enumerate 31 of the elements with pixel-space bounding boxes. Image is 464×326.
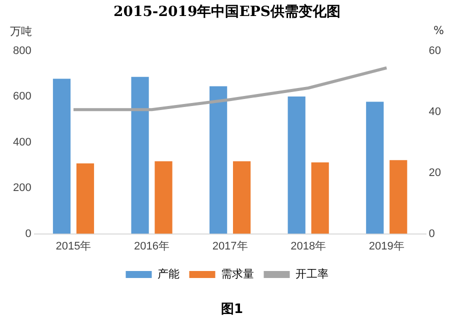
y2-tick-label: 20 bbox=[428, 166, 442, 179]
x-tick-label: 2019年 bbox=[368, 240, 404, 252]
y2-tick-label: 60 bbox=[428, 44, 442, 57]
bar bbox=[210, 86, 228, 234]
chart-title: 2015-2019年中国EPS供需变化图 bbox=[113, 3, 341, 20]
x-tick-label: 2015年 bbox=[56, 240, 92, 252]
caption: 图1 bbox=[220, 301, 244, 318]
y-tick-label: 200 bbox=[12, 182, 32, 194]
x-tick-label: 2016年 bbox=[134, 240, 170, 252]
y2-axis-title: % bbox=[434, 24, 444, 37]
bar bbox=[390, 160, 408, 234]
bar bbox=[288, 96, 306, 234]
legend-label: 需求量 bbox=[220, 268, 254, 281]
x-tick-label: 2017年 bbox=[212, 240, 248, 252]
bar bbox=[311, 162, 329, 234]
y-tick-label: 0 bbox=[25, 228, 32, 240]
legend-label: 开工率 bbox=[295, 268, 328, 281]
bar bbox=[154, 161, 172, 234]
bar bbox=[232, 161, 251, 234]
x-tick-label: 2018年 bbox=[290, 240, 326, 252]
y-tick-label: 600 bbox=[12, 90, 32, 103]
bar bbox=[366, 102, 384, 234]
bar bbox=[131, 76, 149, 234]
y2-tick-label: 0 bbox=[428, 228, 435, 240]
bar bbox=[76, 163, 94, 234]
y-tick-label: 800 bbox=[12, 44, 32, 57]
y-axis-title: 万吨 bbox=[10, 24, 32, 39]
bar bbox=[52, 78, 71, 234]
y2-tick-label: 40 bbox=[428, 106, 442, 118]
y-tick-label: 400 bbox=[12, 136, 32, 148]
legend-label: 产能 bbox=[157, 268, 180, 281]
